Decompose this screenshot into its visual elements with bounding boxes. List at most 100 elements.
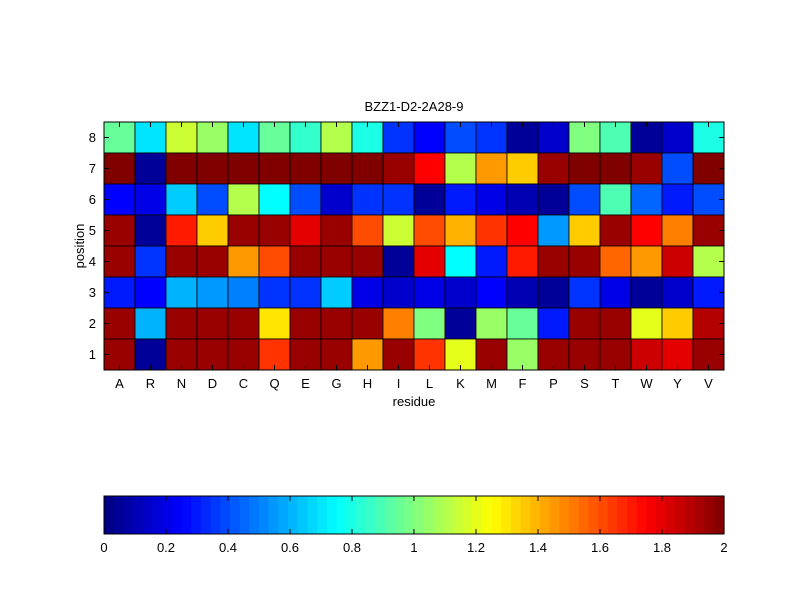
colorbar-swatch — [685, 496, 696, 534]
x-axis-label: residue — [393, 394, 436, 409]
colorbar-swatch — [433, 496, 444, 534]
heatmap-cell — [165, 183, 198, 216]
heatmap-cell — [289, 276, 322, 309]
heatmap-cell — [134, 276, 167, 309]
heatmap-cell — [289, 183, 322, 216]
heatmap-cell — [630, 245, 663, 278]
heatmap-cell — [506, 276, 539, 309]
heatmap-cell — [196, 307, 229, 340]
colorbar-swatch — [317, 496, 328, 534]
colorbar-swatch — [113, 496, 124, 534]
heatmap-cell — [692, 152, 725, 185]
heatmap-cell — [661, 276, 694, 309]
heatmap-cell — [692, 276, 725, 309]
heatmap-cell — [413, 214, 446, 247]
heatmap-cell — [227, 245, 260, 278]
heatmap-cell — [196, 152, 229, 185]
colorbar-swatch — [491, 496, 502, 534]
y-tick-label: 6 — [89, 192, 96, 207]
y-tick-label: 1 — [89, 347, 96, 362]
colorbar-swatch — [249, 496, 260, 534]
heatmap-cell — [227, 307, 260, 340]
heatmap-cell — [258, 276, 291, 309]
heatmap-cell — [289, 245, 322, 278]
plot-frame — [103, 121, 725, 371]
colorbar-swatch — [404, 496, 415, 534]
heatmap-cell — [661, 214, 694, 247]
colorbar-tick-label: 1.8 — [653, 540, 671, 555]
colorbar-swatch — [278, 496, 289, 534]
y-tick-label: 4 — [89, 254, 96, 269]
colorbar-swatch — [569, 496, 580, 534]
heatmap-cell — [475, 152, 508, 185]
heatmap-cell — [413, 338, 446, 371]
colorbar-swatch — [501, 496, 512, 534]
heatmap-cell — [537, 183, 570, 216]
colorbar-swatch — [152, 496, 163, 534]
x-tick-label: C — [239, 376, 248, 391]
heatmap-cell — [475, 214, 508, 247]
heatmap-cell — [568, 276, 601, 309]
heatmap-cell — [599, 152, 632, 185]
heatmap-cell — [661, 245, 694, 278]
colorbar-swatch — [627, 496, 638, 534]
heatmap-cell — [568, 338, 601, 371]
colorbar — [104, 496, 725, 534]
heatmap-cell — [227, 276, 260, 309]
heatmap-cell — [661, 183, 694, 216]
y-tick-label: 3 — [89, 285, 96, 300]
x-tick-label: A — [115, 376, 124, 391]
heatmap-cell — [444, 121, 477, 154]
x-tick-label: R — [146, 376, 155, 391]
heatmap-cell — [258, 152, 291, 185]
heatmap-cell — [165, 276, 198, 309]
heatmap-cell — [537, 307, 570, 340]
heatmap-cell — [258, 307, 291, 340]
x-tick-label: Q — [269, 376, 279, 391]
heatmap-cell — [289, 152, 322, 185]
heatmap-cell — [506, 307, 539, 340]
x-tick-label: E — [301, 376, 310, 391]
heatmap-cell — [537, 121, 570, 154]
heatmap-cell — [599, 121, 632, 154]
y-axis-ticks: 8 7 6 5 4 3 2 1 — [89, 130, 724, 362]
heatmap-cell — [258, 338, 291, 371]
heatmap-cell — [382, 152, 415, 185]
heatmap-cell — [258, 245, 291, 278]
colorbar-swatch — [559, 496, 570, 534]
colorbar-swatch — [375, 496, 386, 534]
colorbar-swatch — [191, 496, 202, 534]
heatmap-cell — [165, 307, 198, 340]
heatmap-cell — [537, 276, 570, 309]
heatmap-cell — [537, 338, 570, 371]
colorbar-swatch — [549, 496, 560, 534]
heatmap-cell — [475, 307, 508, 340]
colorbar-tick-label: 1 — [410, 540, 417, 555]
heatmap-cell — [382, 183, 415, 216]
colorbar-swatch — [171, 496, 183, 534]
colorbar-tick-label: 0.8 — [343, 540, 361, 555]
heatmap-cell — [599, 245, 632, 278]
heatmap-cell — [630, 338, 663, 371]
heatmap-cell — [134, 152, 167, 185]
colorbar-swatch — [259, 496, 270, 534]
heatmap-cell — [537, 214, 570, 247]
x-tick-label: S — [580, 376, 589, 391]
heatmap-cell — [289, 338, 322, 371]
x-tick-label: T — [612, 376, 620, 391]
heatmap-cell — [165, 214, 198, 247]
colorbar-swatch — [694, 496, 706, 534]
heatmap-cell — [661, 338, 694, 371]
colorbar-swatch — [481, 496, 493, 534]
colorbar-tick-label: 0.6 — [281, 540, 299, 555]
heatmap-cell — [134, 183, 167, 216]
heatmap-cell — [351, 338, 384, 371]
colorbar-tick-label: 1.4 — [529, 540, 547, 555]
heatmap-cell — [506, 338, 539, 371]
heatmap-cell — [568, 183, 601, 216]
heatmap-cell — [475, 276, 508, 309]
heatmap-cell — [320, 307, 353, 340]
heatmap-cell — [599, 214, 632, 247]
colorbar-swatch — [530, 496, 541, 534]
colorbar-swatch — [200, 496, 212, 534]
